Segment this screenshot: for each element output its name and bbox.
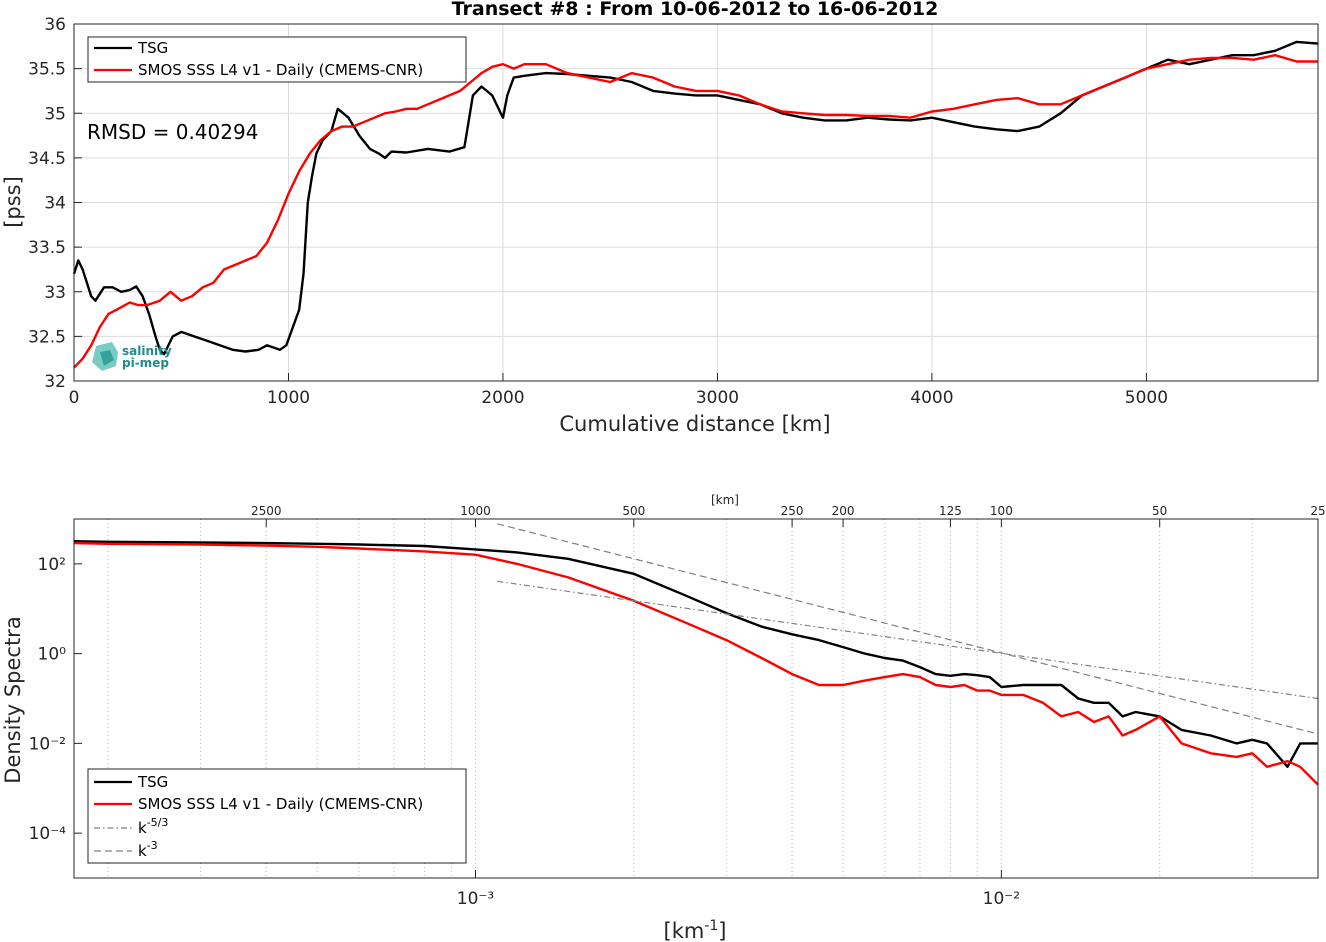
chart-2-series-k3 bbox=[497, 523, 1319, 735]
legend-1-label-tsg: TSG bbox=[137, 39, 168, 57]
chart-1-xtick-label: 0 bbox=[69, 388, 80, 408]
chart-1-xtick-label: 5000 bbox=[1125, 388, 1168, 408]
chart-1-ytick-label: 34.5 bbox=[28, 149, 66, 169]
chart-2-legend-box bbox=[87, 768, 467, 864]
chart-2-xtick-label: 10⁻³ bbox=[457, 889, 494, 909]
chart-2-top-tick-label: 500 bbox=[622, 504, 645, 518]
chart-1-ytick-label: 32 bbox=[44, 372, 66, 392]
chart-1-series-smos bbox=[73, 54, 1318, 369]
chart-2-series-tsg bbox=[73, 540, 1318, 768]
chart-2-top-axis-label: [km] bbox=[711, 493, 739, 507]
chart-2-ytick-label: 10⁻⁴ bbox=[29, 824, 67, 844]
legend-2-label-k53: k-5/3 bbox=[138, 816, 168, 837]
chart-1-xtick-label: 2000 bbox=[481, 388, 524, 408]
chart-1-ytick-label: 35.5 bbox=[28, 60, 66, 80]
legend-1-label-smos: SMOS SSS L4 v1 - Daily (CMEMS-CNR) bbox=[138, 61, 423, 79]
chart-2-lines bbox=[73, 523, 1319, 786]
chart-2-ytick-label: 10² bbox=[38, 555, 66, 575]
logo-shape-inner-icon bbox=[100, 350, 114, 366]
chart-2-series-k53 bbox=[497, 580, 1319, 700]
chart-title-1: Transect #8 : From 10-06-2012 to 16-06-2… bbox=[452, 0, 939, 20]
chart-2-ticks: 10⁻³ 10⁻² 10⁻⁴ 10⁻² 10⁰ 10² 2500 1000 500 250 200 1… bbox=[29, 504, 1326, 909]
chart-2-ytick-label: 10⁻² bbox=[29, 734, 66, 754]
chart-1-xtick-label: 1000 bbox=[267, 388, 310, 408]
legend-2-label-tsg: TSG bbox=[137, 773, 168, 791]
chart-2-series-smos bbox=[73, 541, 1319, 786]
chart-1-ytick-label: 35 bbox=[44, 104, 66, 124]
chart-2-top-tick-label: 125 bbox=[939, 504, 962, 518]
chart-1-xtick-label: 4000 bbox=[910, 388, 953, 408]
legend-2-label-k3: k-3 bbox=[138, 839, 158, 860]
chart-2-top-tick-label: 200 bbox=[832, 504, 855, 518]
legend-2-label-smos: SMOS SSS L4 v1 - Daily (CMEMS-CNR) bbox=[138, 795, 423, 813]
rmsd-annotation: RMSD = 0.40294 bbox=[87, 120, 258, 144]
chart-2-xtick-label: 10⁻² bbox=[983, 889, 1020, 909]
chart-2-ylabel: Density Spectra bbox=[1, 616, 25, 783]
chart-1-ytick-label: 34 bbox=[44, 194, 66, 214]
chart-1-ytick-label: 33.5 bbox=[28, 238, 66, 258]
chart-1-legend: TSG SMOS SSS L4 v1 - Daily (CMEMS-CNR) bbox=[87, 36, 467, 83]
salinity-pi-mep-logo: salinity pi-mep bbox=[92, 342, 172, 371]
chart-1-ylabel: [pss] bbox=[1, 176, 25, 228]
chart-2-legend: TSG SMOS SSS L4 v1 - Daily (CMEMS-CNR) k… bbox=[87, 768, 467, 864]
chart-2-top-tick-label: 1000 bbox=[460, 504, 491, 518]
chart-1-ytick-label: 32.5 bbox=[28, 327, 66, 347]
chart-1-ytick-label: 33 bbox=[44, 283, 66, 303]
chart-1-xtick-label: 3000 bbox=[696, 388, 739, 408]
chart-1-legend-box bbox=[87, 36, 467, 83]
logo-line-1: salinity bbox=[122, 344, 172, 358]
chart-1-lines bbox=[72, 40, 1319, 369]
chart-2-top-tick-label: 100 bbox=[990, 504, 1013, 518]
chart-2-ytick-label: 10⁰ bbox=[38, 645, 67, 665]
chart-2-top-tick-label: 250 bbox=[781, 504, 804, 518]
chart-2-top-tick-label: 2500 bbox=[251, 504, 282, 518]
chart-2-top-tick-label: 50 bbox=[1152, 504, 1167, 518]
chart-2-top-tick-label: 25 bbox=[1310, 504, 1325, 518]
logo-line-2: pi-mep bbox=[122, 356, 169, 370]
chart-1-ticks: 0 1000 2000 3000 4000 5000 32 32.5 33 33.5 34 34.5 3… bbox=[28, 15, 1168, 408]
chart-2-xlabel: [km-1] bbox=[664, 918, 727, 942]
chart-1-series-tsg bbox=[72, 40, 1319, 356]
chart-1-ytick-label: 36 bbox=[44, 15, 66, 35]
chart-1-xlabel: Cumulative distance [km] bbox=[559, 412, 830, 436]
chart-2-frame bbox=[73, 518, 1319, 879]
